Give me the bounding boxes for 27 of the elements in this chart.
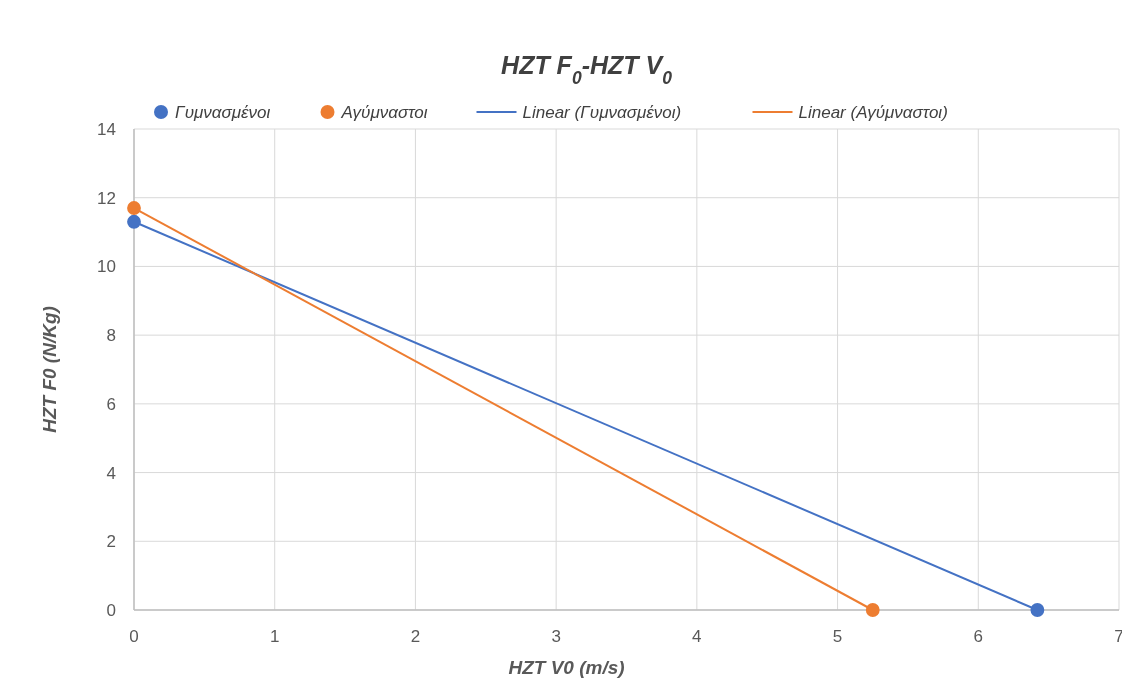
y-tick-label: 10 <box>97 257 116 277</box>
x-tick-label: 3 <box>551 627 561 646</box>
y-tick-label: 6 <box>106 394 116 414</box>
y-tick-label: 12 <box>97 188 116 208</box>
y-tick-label: 0 <box>106 601 116 620</box>
y-tick-label: 2 <box>106 532 116 552</box>
x-tick-label: 1 <box>269 627 280 646</box>
legend-label: Γυμνασμένοι <box>175 103 271 122</box>
chart-title: HZT F$_{0}$-HZT V$_{0}$ <box>501 51 673 88</box>
legend-label: Αγύμναστοι <box>340 103 428 122</box>
point <box>1030 603 1045 617</box>
x-tick-label: 7 <box>1114 627 1124 646</box>
x-axis-title: HZT V0 (m/s) <box>508 657 625 678</box>
point <box>127 214 141 229</box>
point <box>127 201 141 215</box>
x-tick-label: 6 <box>973 627 984 646</box>
x-tick-label: 2 <box>410 627 421 646</box>
y-tick-label: 14 <box>97 120 116 139</box>
x-tick-label: 0 <box>129 627 139 646</box>
legend-label: Linear (Γυμνασμένοι) <box>522 103 682 122</box>
x-tick-label: 4 <box>692 627 702 646</box>
legend-label: Linear (Αγύμναστοι) <box>798 103 948 122</box>
y-tick-label: 8 <box>106 326 116 346</box>
y-axis-title: HZT F0 (N/Kg) <box>39 306 60 433</box>
point <box>865 603 880 617</box>
y-tick-label: 4 <box>106 463 116 483</box>
x-tick-label: 5 <box>832 627 843 646</box>
